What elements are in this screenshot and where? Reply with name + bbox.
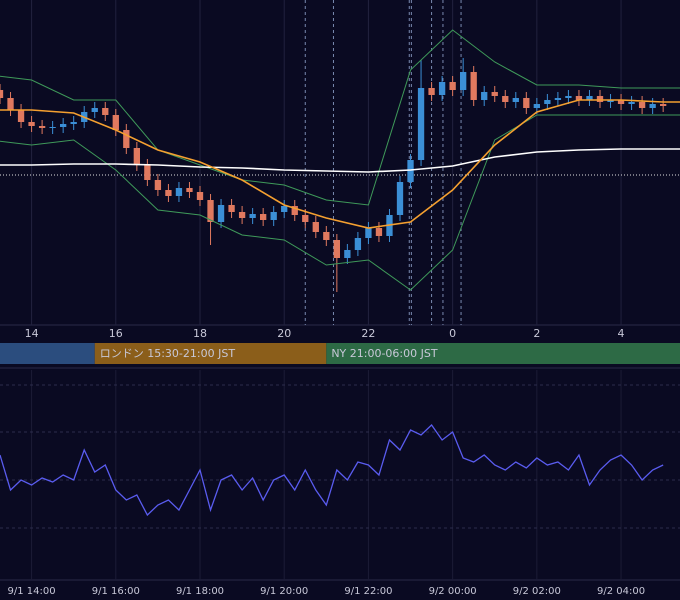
candle-body [70, 122, 77, 124]
x-tick-label: 16 [109, 327, 123, 340]
candle-body [544, 100, 551, 104]
candle-body [228, 205, 235, 212]
candle-body [470, 72, 477, 100]
candle-body [638, 102, 646, 108]
candle-body [312, 222, 319, 232]
candle-body [512, 98, 519, 102]
candle-body [17, 110, 25, 122]
x-tick-label: 9/1 18:00 [176, 586, 224, 597]
candle-body [291, 206, 298, 215]
x-tick-label: 9/1 20:00 [260, 586, 308, 597]
candle-body [502, 96, 509, 102]
candle-body [91, 108, 98, 112]
indicator-line [0, 114, 680, 291]
candle-body [0, 90, 4, 98]
candle-body [660, 104, 667, 106]
candle-body [354, 238, 362, 250]
x-tick-label: 22 [361, 327, 375, 340]
indicator-line [0, 29, 680, 206]
candle-body [628, 102, 635, 104]
candle-body [365, 228, 372, 238]
candle-body [175, 188, 183, 196]
candle-body [460, 72, 467, 90]
x-tick-label: 9/2 04:00 [597, 586, 645, 597]
candle-body [649, 104, 656, 108]
x-tick-label: 0 [449, 327, 456, 340]
candle-body [165, 190, 172, 196]
candle-body [249, 214, 256, 218]
candle-body [238, 212, 246, 218]
candle-body [575, 96, 583, 100]
x-tick-label: 9/1 22:00 [344, 586, 392, 597]
session-label: NY 21:00-06:00 JST [331, 347, 438, 360]
candle-body [596, 96, 604, 102]
candle-body [565, 96, 572, 98]
candle-body [438, 82, 446, 95]
candle-body [407, 160, 414, 182]
candle-body [375, 228, 383, 236]
candle-body [523, 98, 530, 108]
candle-body [207, 200, 214, 222]
candle-body [144, 165, 151, 180]
oscillator-line [0, 424, 664, 517]
candle-body [617, 100, 625, 104]
candle-body [7, 98, 14, 110]
candle-body [607, 100, 614, 102]
candle-body [417, 88, 425, 160]
session-bar [94, 343, 327, 364]
x-tick-label: 18 [193, 327, 207, 340]
candle-body [302, 215, 309, 222]
candle-body [49, 127, 56, 128]
candle-body [449, 82, 456, 90]
candle-body [60, 124, 67, 127]
session-label: ロンドン 15:30-21:00 JST [100, 347, 236, 360]
session-bar [0, 343, 95, 364]
x-tick-label: 9/2 02:00 [513, 586, 561, 597]
x-tick-label: 14 [25, 327, 39, 340]
candle-body [196, 192, 204, 200]
candle-body [133, 148, 140, 165]
candle-body [38, 126, 46, 128]
candle-body [344, 250, 351, 258]
candle-body [28, 122, 35, 126]
candle-body [396, 182, 404, 215]
x-tick-label: 9/2 00:00 [429, 586, 477, 597]
candle-body [270, 212, 277, 220]
candle-body [112, 115, 119, 130]
candle-body [491, 92, 498, 96]
candle-body [260, 214, 267, 220]
candle-body [123, 130, 130, 148]
candle-body [554, 98, 562, 100]
x-tick-label: 2 [533, 327, 540, 340]
candle-body [217, 205, 225, 222]
x-tick-label: 9/1 16:00 [92, 586, 140, 597]
x-tick-label: 20 [277, 327, 291, 340]
indicator-line [0, 148, 680, 173]
candle-body [481, 92, 488, 100]
x-tick-label: 4 [618, 327, 625, 340]
candle-body [586, 96, 593, 100]
candle-body [428, 88, 435, 95]
candle-body [281, 206, 288, 212]
session-bar [326, 343, 680, 364]
candle-body [533, 104, 540, 108]
candle-body [323, 232, 330, 240]
candle-body [102, 108, 109, 115]
candle-body [154, 180, 162, 190]
indicator-line [0, 99, 680, 229]
x-tick-label: 9/1 14:00 [8, 586, 56, 597]
candle-body [333, 240, 340, 258]
candle-body [186, 188, 193, 192]
